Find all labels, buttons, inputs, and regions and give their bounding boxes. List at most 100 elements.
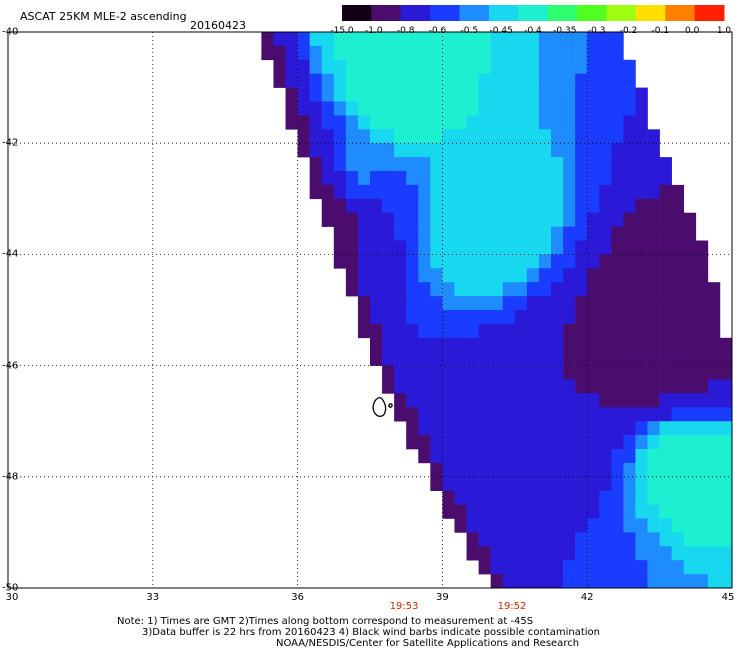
heatmap-cell: [418, 393, 431, 408]
heatmap-cell: [599, 574, 612, 589]
heatmap-cell: [587, 129, 600, 144]
heatmap-cell: [526, 198, 540, 213]
heatmap-cell: [611, 337, 624, 352]
heatmap-cell: [345, 115, 359, 130]
heatmap-cell: [575, 449, 588, 464]
heatmap-cell: [551, 212, 564, 227]
heatmap-cell: [611, 449, 624, 464]
heatmap-cell: [514, 240, 528, 255]
heatmap-cell: [635, 365, 648, 380]
heatmap-cell: [478, 296, 491, 311]
heatmap-cell: [575, 504, 588, 519]
heatmap-cell: [502, 337, 516, 352]
heatmap-cell: [382, 129, 395, 144]
heatmap-cell: [659, 184, 672, 200]
heatmap-cell: [623, 87, 636, 102]
colorbar-label: -1.0: [365, 26, 383, 36]
heatmap-cell: [357, 310, 371, 325]
heatmap-cell: [647, 462, 660, 478]
heatmap-cell: [454, 115, 467, 130]
heatmap-cell: [466, 296, 479, 311]
heatmap-cell: [526, 310, 540, 325]
heatmap-cell: [345, 157, 359, 172]
heatmap-cell: [526, 365, 540, 380]
heatmap-cell: [695, 504, 709, 519]
heatmap-cell: [514, 268, 528, 283]
heatmap-cell: [454, 254, 467, 269]
heatmap-cell: [526, 282, 540, 297]
heatmap-cell: [382, 337, 395, 352]
heatmap-cell: [683, 310, 697, 325]
heatmap-cell: [526, 490, 540, 505]
heatmap-cell: [490, 254, 504, 269]
heatmap-cell: [442, 365, 455, 380]
note-line-1: Note: 1) Times are GMT 2)Times along bot…: [117, 616, 534, 627]
heatmap-cell: [599, 59, 612, 74]
heatmap-cell: [514, 546, 528, 561]
heatmap-cell: [538, 393, 552, 408]
heatmap-cell: [659, 407, 672, 422]
heatmap-cell: [357, 198, 371, 213]
heatmap-cell: [406, 351, 419, 366]
heatmap-cell: [707, 407, 721, 422]
heatmap-cell: [526, 45, 540, 61]
heatmap-cell: [454, 73, 467, 88]
heatmap-cell: [466, 532, 479, 547]
heatmap-cell: [442, 393, 455, 408]
heatmap-cell: [611, 351, 624, 366]
heatmap-cell: [406, 393, 419, 408]
heatmap-cell: [406, 59, 419, 74]
heatmap-cell: [587, 532, 600, 547]
heatmap-cell: [333, 184, 347, 200]
heatmap-cell: [454, 184, 467, 200]
colorbar-segment: [694, 5, 725, 21]
heatmap-cell: [671, 546, 685, 561]
heatmap-cell: [611, 129, 624, 144]
heatmap-cell: [490, 59, 504, 74]
heatmap-cell: [551, 490, 564, 505]
heatmap-cell: [466, 407, 479, 422]
heatmap-cell: [719, 476, 733, 491]
heatmap-cell: [671, 490, 685, 505]
heatmap-cell: [695, 449, 709, 464]
heatmap-cell: [659, 518, 672, 533]
heatmap-cell: [587, 407, 600, 422]
heatmap-cell: [502, 157, 516, 172]
heatmap-cell: [538, 157, 552, 172]
heatmap-cell: [442, 115, 455, 130]
heatmap-cell: [309, 143, 323, 158]
heatmap-cell: [538, 476, 552, 491]
heatmap-cell: [526, 129, 540, 144]
heatmap-cell: [563, 87, 576, 102]
heatmap-cell: [478, 268, 491, 283]
heatmap-cell: [587, 504, 600, 519]
heatmap-cell: [587, 449, 600, 464]
heatmap-cell: [707, 310, 721, 325]
heatmap-cell: [538, 518, 552, 533]
heatmap-cell: [671, 407, 685, 422]
heatmap-cell: [526, 268, 540, 283]
heatmap-cell: [418, 282, 431, 297]
heatmap-cell: [695, 490, 709, 505]
heatmap-cell: [526, 59, 540, 74]
heatmap-cell: [551, 171, 564, 186]
heatmap-cell: [309, 115, 323, 130]
heatmap-cell: [490, 101, 504, 116]
heatmap-cell: [551, 198, 564, 213]
heatmap-cell: [309, 184, 323, 200]
heatmap-cell: [466, 323, 479, 339]
heatmap-cell: [430, 87, 443, 102]
heatmap-cell: [478, 462, 491, 478]
heatmap-cell: [695, 365, 709, 380]
heatmap-cell: [719, 379, 733, 394]
heatmap-cell: [623, 101, 636, 116]
heatmap-cell: [285, 87, 298, 102]
heatmap-cell: [563, 45, 576, 61]
heatmap-cell: [587, 32, 600, 47]
heatmap-cell: [466, 462, 479, 478]
heatmap-cell: [695, 323, 709, 339]
heatmap-cell: [563, 129, 576, 144]
heatmap-cell: [466, 351, 479, 366]
heatmap-cell: [707, 351, 721, 366]
heatmap-cell: [442, 351, 455, 366]
